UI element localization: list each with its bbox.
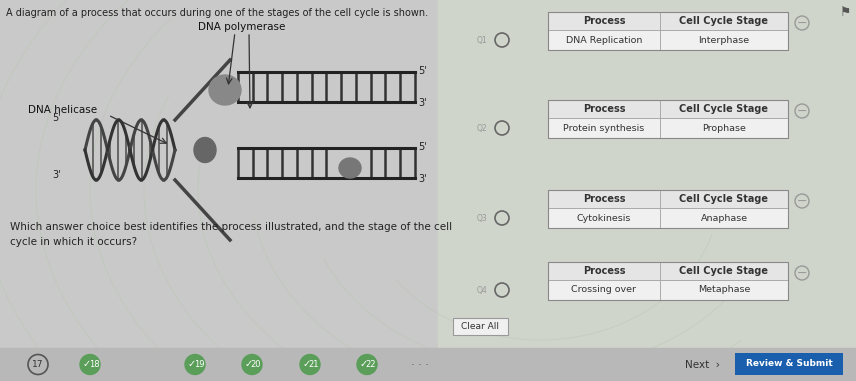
Ellipse shape [209, 75, 241, 105]
Text: Prophase: Prophase [702, 123, 746, 133]
Text: DNA helicase: DNA helicase [28, 105, 97, 115]
Text: A diagram of a process that occurs during one of the stages of the cell cycle is: A diagram of a process that occurs durin… [6, 8, 428, 18]
Text: Crossing over: Crossing over [572, 285, 637, 295]
Text: ✓: ✓ [245, 360, 253, 370]
Text: Q4: Q4 [476, 285, 487, 295]
Text: DNA Replication: DNA Replication [566, 35, 642, 45]
Text: Cell Cycle Stage: Cell Cycle Stage [680, 266, 769, 276]
Bar [548, 280, 788, 300]
Text: Cell Cycle Stage: Cell Cycle Stage [680, 104, 769, 114]
Text: 5': 5' [418, 66, 427, 76]
Circle shape [80, 354, 100, 375]
Text: Q2: Q2 [477, 123, 487, 133]
Text: Process: Process [583, 16, 625, 26]
Circle shape [357, 354, 377, 375]
Bar [548, 190, 788, 208]
Text: ⚑: ⚑ [841, 6, 852, 19]
Ellipse shape [194, 138, 216, 163]
Text: Interphase: Interphase [698, 35, 750, 45]
Text: −: − [797, 16, 807, 29]
Text: −: − [797, 104, 807, 117]
Bar [548, 12, 788, 50]
Text: ✓: ✓ [83, 360, 91, 370]
Bar [548, 262, 788, 300]
Text: Which answer choice best identifies the process illustrated, and the stage of th: Which answer choice best identifies the … [10, 222, 452, 247]
Circle shape [300, 354, 320, 375]
Text: Protein synthesis: Protein synthesis [563, 123, 645, 133]
Text: Metaphase: Metaphase [698, 285, 750, 295]
Bar [438, 0, 856, 381]
Text: Anaphase: Anaphase [700, 213, 747, 223]
Text: 20: 20 [251, 360, 261, 369]
Text: Q3: Q3 [476, 213, 487, 223]
Text: 3': 3' [418, 174, 426, 184]
Bar [0, 348, 856, 381]
Bar [548, 118, 788, 138]
Text: DNA polymerase: DNA polymerase [199, 22, 286, 32]
Text: 21: 21 [309, 360, 319, 369]
Bar [548, 12, 788, 30]
Text: −: − [797, 194, 807, 208]
Bar [453, 318, 508, 335]
Text: 18: 18 [89, 360, 99, 369]
Text: Cytokinesis: Cytokinesis [577, 213, 631, 223]
Text: 5': 5' [418, 142, 427, 152]
Text: 22: 22 [366, 360, 377, 369]
Bar [548, 100, 788, 138]
Text: Review & Submit: Review & Submit [746, 360, 832, 368]
Text: 5': 5' [52, 113, 61, 123]
Text: ✓: ✓ [303, 360, 311, 370]
Text: Next  ›: Next › [685, 360, 720, 370]
Bar [548, 30, 788, 50]
Bar [548, 262, 788, 280]
Text: Cell Cycle Stage: Cell Cycle Stage [680, 194, 769, 204]
Text: −: − [797, 266, 807, 280]
Bar [548, 208, 788, 228]
Bar [548, 100, 788, 118]
Text: Q1: Q1 [477, 35, 487, 45]
Text: ✓: ✓ [188, 360, 196, 370]
Text: Process: Process [583, 194, 625, 204]
Text: Cell Cycle Stage: Cell Cycle Stage [680, 16, 769, 26]
Text: 3': 3' [52, 170, 61, 180]
Text: Process: Process [583, 104, 625, 114]
Text: 19: 19 [193, 360, 205, 369]
Text: 3': 3' [418, 98, 426, 108]
Text: 17: 17 [33, 360, 44, 369]
Circle shape [242, 354, 262, 375]
Text: · · ·: · · · [411, 360, 429, 370]
Text: Process: Process [583, 266, 625, 276]
Bar [548, 190, 788, 228]
Bar [0, 0, 438, 381]
Ellipse shape [339, 158, 361, 178]
Bar [735, 353, 843, 375]
Circle shape [185, 354, 205, 375]
Text: Clear All: Clear All [461, 322, 500, 331]
Text: ✓: ✓ [360, 360, 368, 370]
